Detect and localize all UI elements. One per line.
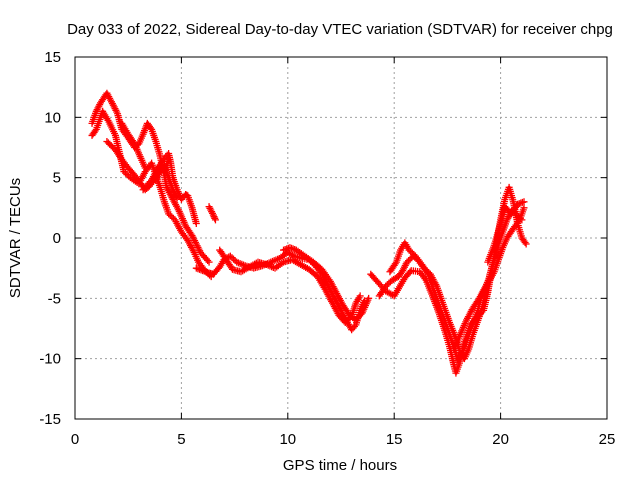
x-axis-label: GPS time / hours — [283, 457, 397, 474]
data-point-marker — [407, 248, 415, 256]
data-point-marker — [211, 214, 219, 222]
data-point-marker — [423, 269, 431, 277]
data-point-marker — [341, 318, 349, 326]
x-tick-label: 20 — [492, 431, 509, 448]
data-point-marker — [120, 168, 128, 176]
data-point-marker — [141, 164, 149, 172]
series-track-m — [367, 183, 530, 377]
data-point-marker — [147, 124, 155, 132]
data-point-marker — [192, 220, 200, 228]
data-point-marker — [211, 216, 219, 224]
series-track-j — [280, 244, 373, 324]
data-point-marker — [230, 255, 238, 263]
data-point-marker — [204, 257, 212, 265]
data-point-marker — [406, 268, 414, 276]
data-point-marker — [383, 281, 391, 289]
data-point-marker — [123, 171, 131, 179]
data-point-marker — [209, 211, 217, 219]
data-point-marker — [173, 194, 181, 202]
grid-lines — [75, 57, 607, 419]
data-point-marker — [486, 273, 494, 281]
series-track-i — [216, 246, 364, 326]
series-track-n — [450, 273, 494, 353]
series-track-d — [118, 119, 149, 172]
data-point-marker — [405, 257, 413, 265]
data-point-marker — [226, 252, 234, 260]
data-point-marker — [473, 312, 481, 320]
data-point-marker — [365, 294, 373, 302]
data-point-marker — [391, 260, 399, 268]
x-tick-label: 15 — [386, 431, 403, 448]
data-point-marker — [356, 292, 364, 300]
y-tick-labels: -15 -10 -5 0 5 10 15 — [39, 49, 61, 428]
data-point-marker — [168, 213, 176, 221]
x-tick-labels: 0 5 10 15 20 25 — [71, 431, 616, 448]
data-point-marker — [166, 211, 174, 219]
data-point-marker — [476, 309, 484, 317]
y-tick-label: -5 — [48, 290, 61, 307]
y-tick-label: 15 — [44, 49, 61, 66]
data-point-marker — [475, 311, 483, 319]
y-tick-label: -15 — [39, 411, 61, 428]
data-point-marker — [520, 198, 528, 206]
data-point-marker — [478, 308, 486, 316]
data-point-marker — [403, 258, 411, 266]
data-point-marker — [385, 279, 393, 287]
y-tick-label: 5 — [53, 170, 61, 187]
series-track-o — [484, 198, 528, 266]
x-tick-label: 25 — [599, 431, 616, 448]
x-tick-label: 0 — [71, 431, 79, 448]
data-point-marker — [228, 254, 236, 262]
data-point-marker — [405, 246, 413, 254]
series-track-f — [152, 163, 181, 202]
data-point-marker — [520, 204, 528, 212]
chart-title: Day 033 of 2022, Sidereal Day-to-day VTE… — [67, 21, 613, 38]
data-point-marker — [205, 258, 213, 266]
data-point-marker — [91, 127, 99, 135]
y-tick-label: 10 — [44, 109, 61, 126]
y-tick-label: -10 — [39, 351, 61, 368]
data-markers — [88, 89, 530, 377]
y-axis-label: SDTVAR / TECUs — [7, 178, 24, 298]
data-point-marker — [406, 255, 414, 263]
data-point-marker — [165, 210, 173, 218]
data-point-marker — [122, 169, 130, 177]
x-tick-label: 10 — [279, 431, 296, 448]
x-tick-label: 5 — [177, 431, 185, 448]
data-point-marker — [350, 322, 358, 330]
data-point-marker — [343, 317, 351, 325]
data-point-marker — [522, 240, 530, 248]
data-point-marker — [210, 213, 218, 221]
plot-frame — [74, 56, 608, 420]
data-point-marker — [521, 239, 529, 247]
y-tick-label: 0 — [53, 230, 61, 247]
data-point-marker — [408, 249, 416, 257]
series-track-g — [205, 203, 219, 224]
